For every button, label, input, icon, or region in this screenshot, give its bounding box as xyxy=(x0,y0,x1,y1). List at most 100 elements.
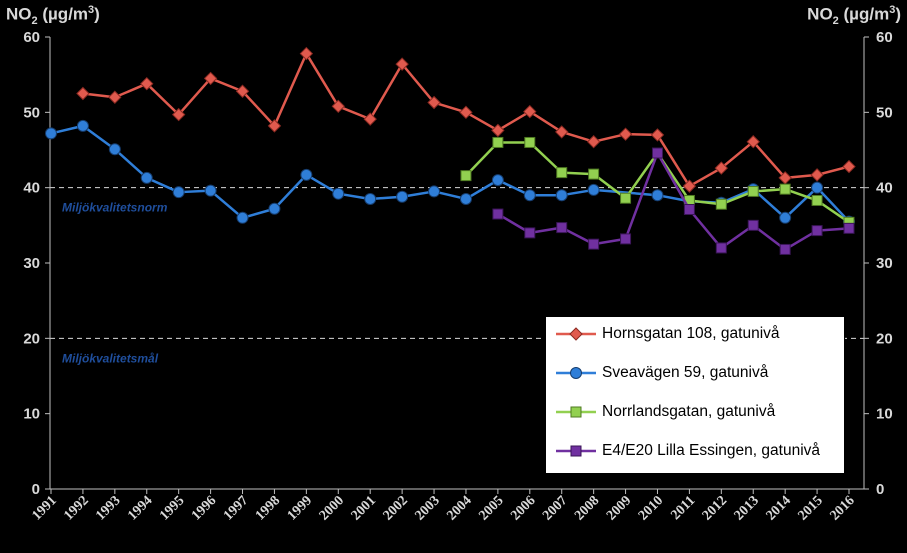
data-point xyxy=(364,192,377,205)
legend: Hornsgatan 108, gatunivå Sveavägen 59, g… xyxy=(545,316,845,474)
x-tick-label: 1994 xyxy=(125,493,155,523)
data-point xyxy=(682,179,697,193)
data-point xyxy=(524,227,536,239)
legend-item: E4/E20 Lilla Essingen, gatunivå xyxy=(556,440,820,462)
data-point xyxy=(620,192,632,204)
data-point xyxy=(747,219,759,231)
legend-label: Hornsgatan 108, gatunivå xyxy=(602,325,780,342)
x-tick-label: 2004 xyxy=(444,493,474,523)
series-3 xyxy=(492,147,855,255)
data-point xyxy=(555,189,568,202)
data-point xyxy=(363,112,377,126)
data-point xyxy=(811,225,823,237)
data-point xyxy=(203,71,218,86)
data-point xyxy=(746,135,760,149)
data-point xyxy=(395,57,409,71)
legend-marker-norrlandsgatan xyxy=(556,406,596,418)
data-point xyxy=(587,183,600,196)
x-tick-label: 2013 xyxy=(732,493,762,523)
data-point xyxy=(172,186,185,199)
data-point xyxy=(523,104,537,119)
data-point xyxy=(683,204,695,216)
data-point xyxy=(45,127,57,140)
x-tick-label: 2010 xyxy=(636,493,666,523)
data-point xyxy=(459,105,473,120)
data-point xyxy=(556,167,568,179)
data-point xyxy=(811,181,824,194)
y-axis-unit-right: NO2 (µg/m3) xyxy=(807,4,901,28)
x-tick-label: 2016 xyxy=(827,493,857,523)
data-point xyxy=(460,170,472,182)
series-line xyxy=(82,52,850,188)
data-point xyxy=(843,222,855,234)
x-tick-label: 2011 xyxy=(668,493,698,523)
legend-label: Sveavägen 59, gatunivå xyxy=(602,364,769,381)
y-tick-label-left: 10 xyxy=(23,406,40,423)
x-tick-label: 2009 xyxy=(604,493,634,523)
data-point xyxy=(396,190,409,203)
data-point xyxy=(300,168,313,181)
x-tick-label: 2015 xyxy=(796,493,826,523)
x-tick-label: 2007 xyxy=(540,493,570,523)
reference-line-label: Miljökvalitetsmål xyxy=(62,351,159,365)
x-tick-label: 1993 xyxy=(93,493,123,523)
legend-item: Norrlandsgatan, gatunivå xyxy=(556,401,775,423)
y-tick-label-left: 40 xyxy=(23,180,40,197)
x-tick-label: 1996 xyxy=(189,493,219,523)
data-point xyxy=(299,46,314,61)
data-point xyxy=(842,159,856,174)
y-tick-label-left: 30 xyxy=(23,255,40,272)
data-point xyxy=(332,187,345,200)
data-point xyxy=(588,238,600,250)
x-tick-label: 1992 xyxy=(61,493,91,523)
data-point xyxy=(140,76,154,91)
data-point xyxy=(650,128,665,142)
data-point xyxy=(555,125,569,139)
legend-item: Sveavägen 59, gatunivå xyxy=(556,362,768,384)
series-layer xyxy=(45,46,856,255)
x-tick-label: 1998 xyxy=(253,493,283,523)
data-point xyxy=(235,84,250,98)
data-point xyxy=(267,119,282,133)
data-point xyxy=(524,136,536,148)
x-tick-label: 2000 xyxy=(317,493,347,523)
x-tick-label: 2014 xyxy=(764,493,794,523)
data-point xyxy=(651,147,663,159)
x-tick-label: 2003 xyxy=(412,493,442,523)
y-tick-label-right: 20 xyxy=(876,330,893,347)
x-tick-label: 2005 xyxy=(476,493,506,523)
data-point xyxy=(779,211,792,224)
data-point xyxy=(140,171,153,184)
x-tick-label: 2001 xyxy=(349,493,379,523)
data-point xyxy=(492,136,504,148)
data-point xyxy=(428,185,441,198)
data-point xyxy=(171,107,186,122)
x-tick-label: 1999 xyxy=(285,493,315,523)
data-point xyxy=(651,189,664,202)
y-tick-label-left: 0 xyxy=(32,481,40,498)
data-point xyxy=(268,202,281,215)
data-point xyxy=(715,242,727,254)
reference-line-label: Miljökvalitetsnorm xyxy=(62,201,168,215)
data-point xyxy=(556,222,568,234)
data-point xyxy=(427,95,441,110)
y-tick-label-right: 0 xyxy=(876,481,884,498)
data-point xyxy=(108,143,121,156)
data-point xyxy=(779,183,791,195)
y-tick-label-left: 60 xyxy=(23,29,40,46)
y-tick-label-right: 10 xyxy=(876,406,893,423)
data-point xyxy=(236,211,249,224)
data-point xyxy=(491,123,505,138)
y-tick-label-right: 60 xyxy=(876,29,893,46)
series-0 xyxy=(76,46,856,193)
data-point xyxy=(811,194,823,206)
y-tick-label-left: 50 xyxy=(23,104,40,121)
legend-label: Norrlandsgatan, gatunivå xyxy=(602,403,776,420)
x-tick-label: 1997 xyxy=(221,493,251,523)
data-point xyxy=(586,135,601,149)
data-point xyxy=(76,86,90,101)
legend-marker-hornsgatan xyxy=(556,327,596,341)
data-point xyxy=(779,243,791,255)
data-point xyxy=(715,198,727,210)
